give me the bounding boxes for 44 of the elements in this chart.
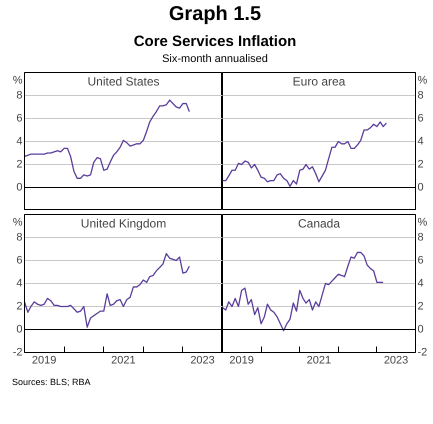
line-series: [222, 251, 384, 331]
y-tick-label: 4: [418, 135, 424, 148]
x-tick-label: 2019: [32, 354, 56, 366]
source-note: Sources: BLS; RBA: [12, 376, 91, 389]
y-tick-label: 4: [418, 277, 424, 290]
chart-title: United Kingdom: [80, 216, 166, 230]
y-axis-title: %: [12, 74, 23, 86]
y-tick-label: 8: [16, 89, 23, 102]
x-tick-label: 2019: [229, 354, 254, 366]
y-tick-label: 4: [16, 277, 23, 290]
y-tick-label: 6: [16, 254, 23, 266]
y-tick-label: 0: [418, 181, 424, 194]
text: Six-month annualised: [162, 52, 268, 67]
y-tick-label: -2: [418, 346, 428, 358]
y-tick-label: 2: [16, 158, 23, 170]
y-tick-label: 8: [418, 231, 424, 244]
x-tick-label: 2021: [111, 354, 136, 366]
chart-title: Euro area: [292, 74, 346, 88]
y-tick-label: 6: [418, 112, 424, 124]
y-tick-label: 4: [16, 135, 23, 148]
y-tick-label: 2: [418, 300, 424, 312]
line-series: [24, 99, 190, 179]
y-tick-label: 0: [16, 181, 23, 194]
y-tick-label: 0: [418, 323, 424, 336]
x-tick-label: 2023: [190, 354, 215, 366]
y-tick-label: -2: [12, 346, 22, 358]
x-tick-label: 2021: [306, 354, 332, 366]
text: Core Services Inflation: [134, 32, 296, 52]
line-series: [24, 252, 190, 328]
y-axis-title: %: [12, 216, 23, 228]
y-tick-label: 8: [418, 89, 424, 102]
y-axis-title: %: [418, 216, 428, 228]
y-tick-label: 2: [418, 158, 424, 170]
line-series: [222, 120, 388, 187]
y-tick-label: 6: [418, 254, 424, 266]
x-tick-label: 2023: [384, 354, 408, 366]
y-tick-label: 2: [16, 300, 23, 312]
text: Graph 1.5: [168, 2, 262, 27]
y-tick-label: 0: [16, 323, 23, 336]
y-tick-label: 8: [16, 231, 23, 244]
chart-title: United States: [87, 74, 160, 88]
y-axis-title: %: [418, 74, 428, 86]
y-tick-label: 6: [16, 112, 23, 124]
chart-title: Canada: [298, 216, 340, 230]
